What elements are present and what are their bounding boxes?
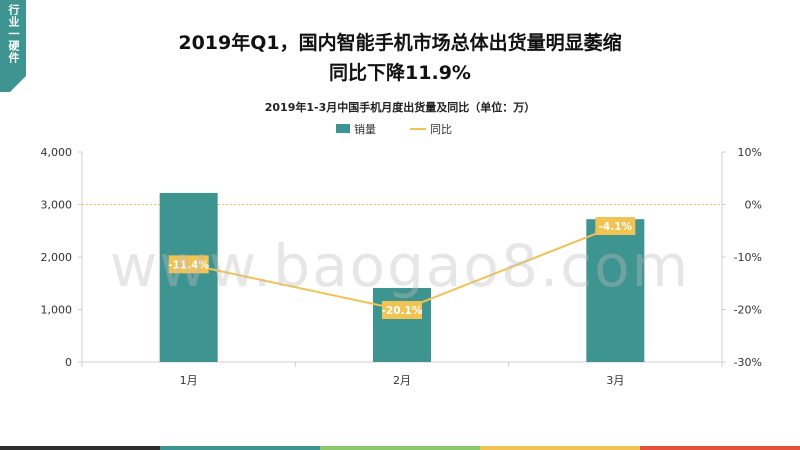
page-title-line-2: 同比下降11.9% [329,62,471,84]
y-left-tick-label: 3,000 [41,199,73,212]
section-tag: 行业一硬件 [0,0,26,92]
legend-bar-swatch [336,124,350,133]
y-right-tick-label: -20% [734,304,762,317]
strip-segment [160,446,320,450]
bar [586,219,645,362]
yoy-label-box [382,301,422,320]
yoy-data-label: -4.1% [599,221,633,233]
strip-segment [480,446,640,450]
y-left-tick-label: 2,000 [41,251,73,264]
chart-title: 2019年1-3月中国手机月度出货量及同比（单位：万） [264,101,536,114]
bar [159,192,218,362]
bar [373,287,431,362]
y-left-tick-label: 1,000 [41,304,73,317]
section-tag-shape [0,0,26,92]
legend-bar-label: 销量 [354,122,376,136]
y-right-tick-label: -10% [734,251,762,264]
bottom-color-strip [0,446,800,450]
x-tick-label: 1月 [180,374,198,387]
strip-segment [0,446,160,450]
page-title-line-1: 2019年Q1，国内智能手机市场总体出货量明显萎缩 [178,32,622,54]
legend-line-label: 同比 [430,123,452,136]
page-title: 2019年Q1，国内智能手机市场总体出货量明显萎缩 同比下降11.9% [150,28,650,88]
y-right-tick-label: -30% [734,356,762,369]
yoy-label-box [168,255,209,274]
x-tick-label: 3月 [606,374,624,387]
strip-segment [640,446,800,450]
y-left-tick-label: 0 [65,356,72,369]
y-left-tick-label: 4,000 [41,146,73,159]
y-right-tick-label: 10% [738,146,762,159]
yoy-data-label: -11.4% [168,259,209,271]
yoy-label-box [595,217,636,236]
x-tick-label: 2月 [393,374,411,387]
yoy-data-label: -20.1% [382,305,423,317]
y-right-tick-label: 0% [745,199,762,212]
strip-segment [320,446,480,450]
section-tag-label: 行业一硬件 [7,4,20,64]
